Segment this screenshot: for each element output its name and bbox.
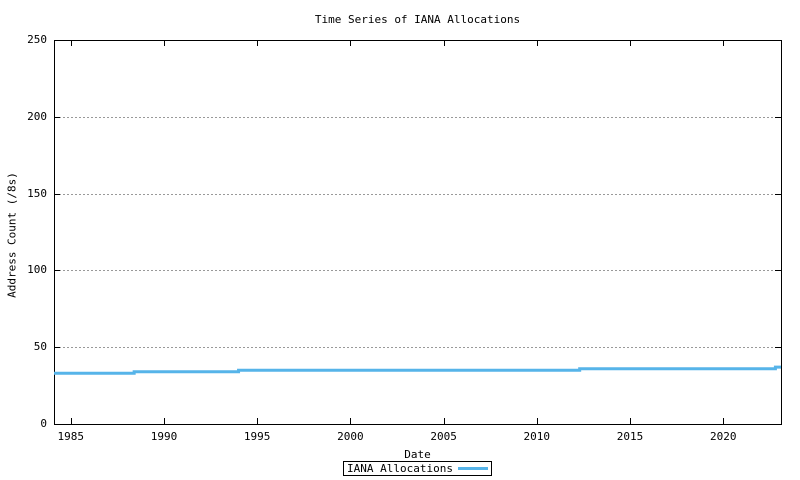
x-tick-label: 2000 [337,430,364,443]
x-axis-label: Date [404,448,431,461]
legend-line-sample [457,467,488,470]
x-tick-label: 1985 [57,430,85,443]
x-tick-label: 2020 [709,430,737,443]
y-tick-label: 50 [33,340,47,354]
x-tick-label: 2010 [523,430,551,443]
y-tick-label: 150 [27,186,47,200]
x-tick-label: 1995 [243,430,271,443]
y-tick-label: 0 [40,417,47,430]
chart-title: Time Series of IANA Allocations [314,13,521,26]
x-tick-label: 1990 [150,430,178,443]
x-tick-label: 2005 [430,430,457,443]
x-tick-label: 2015 [616,430,644,443]
y-tick-label: 250 [27,33,47,46]
plot-border [54,40,782,425]
y-tick-label: 200 [27,109,47,123]
legend-box: IANA Allocations [343,461,492,476]
series-line-iana-allocations [54,365,781,375]
legend-entry-label: IANA Allocations [347,462,453,475]
y-tick-label: 100 [27,263,47,277]
